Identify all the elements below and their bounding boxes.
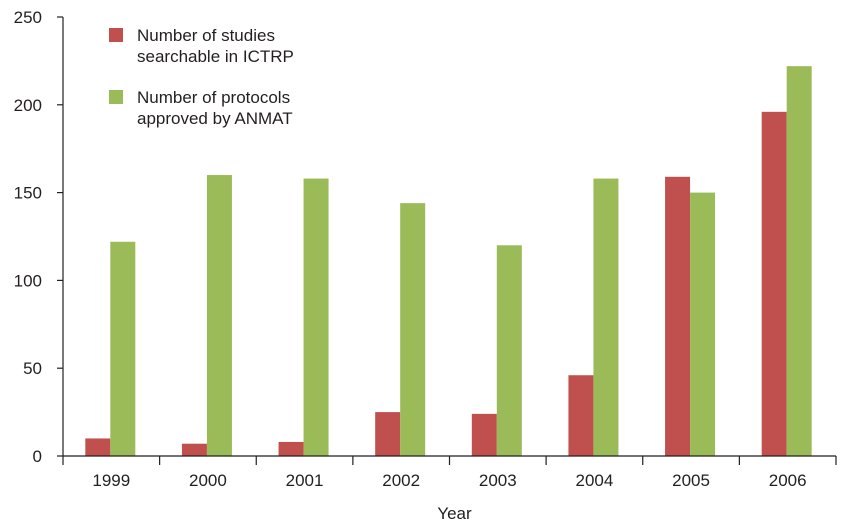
x-tick-label: 2004: [576, 471, 614, 490]
x-tick-label: 2003: [479, 471, 517, 490]
y-tick-label: 0: [33, 447, 42, 466]
y-tick-label: 250: [14, 8, 42, 27]
bar-anmat-2004: [593, 178, 619, 456]
bar-ictrp-2000: [181, 443, 207, 456]
bar-ictrp-2004: [568, 375, 594, 456]
y-tick-label: 100: [14, 271, 42, 290]
x-tick-label: 2000: [189, 471, 227, 490]
bar-ictrp-2005: [665, 176, 691, 456]
bar-anmat-2001: [303, 178, 329, 456]
x-tick-label: 2006: [769, 471, 807, 490]
bar-anmat-2002: [400, 203, 426, 456]
y-tick-label: 200: [14, 96, 42, 115]
legend-label: searchable in ICTRP: [137, 47, 294, 66]
legend-swatch: [109, 28, 123, 42]
x-tick-label: 2001: [286, 471, 324, 490]
x-axis: 1999 2000 2001 2002 2003 2004 2005 2006: [62, 455, 837, 490]
legend-swatch: [109, 90, 123, 104]
legend-label: Number of protocols: [137, 88, 290, 107]
bar-anmat-2000: [206, 175, 232, 457]
bar-ictrp-2003: [471, 413, 497, 456]
legend-label: Number of studies: [137, 26, 275, 45]
bar-anmat-2005: [690, 192, 716, 456]
x-axis-title: Year: [437, 504, 472, 523]
legend: Number of studies searchable in ICTRP Numb…: [109, 26, 294, 128]
y-axis: 0 50 100 150 200 250: [14, 8, 64, 466]
bar-ictrp-1999: [85, 438, 111, 456]
bar-ictrp-2006: [761, 111, 787, 456]
bar-ictrp-2001: [278, 441, 304, 456]
bar-ictrp-2002: [375, 412, 401, 456]
y-tick-label: 150: [14, 184, 42, 203]
x-tick-label: 2002: [382, 471, 420, 490]
bar-anmat-2003: [496, 245, 522, 456]
bars-group: [85, 66, 812, 457]
y-tick-label: 50: [23, 359, 42, 378]
x-tick-label: 2005: [672, 471, 710, 490]
bar-anmat-1999: [110, 241, 136, 456]
legend-label: approved by ANMAT: [137, 109, 293, 128]
bar-anmat-2006: [786, 66, 812, 456]
x-tick-label: 1999: [92, 471, 130, 490]
